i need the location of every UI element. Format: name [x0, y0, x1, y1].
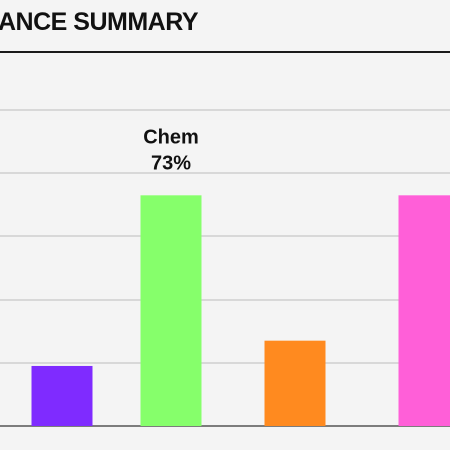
title-rule	[0, 51, 450, 53]
data-labels: Chem 73%	[143, 126, 199, 174]
bar-1	[31, 365, 93, 426]
bar-chem	[140, 195, 202, 426]
gridlines	[0, 109, 450, 427]
value-label: 73%	[151, 152, 191, 174]
bar-4	[398, 195, 450, 426]
category-label: Chem	[143, 126, 199, 148]
bars	[31, 195, 450, 426]
chart-title: ANCE SUMMARY	[0, 8, 199, 36]
bar-3	[264, 340, 326, 426]
